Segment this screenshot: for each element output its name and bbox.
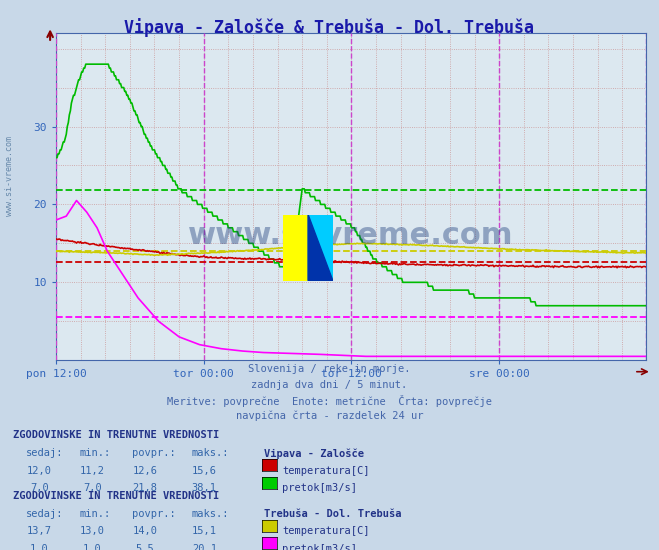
- Text: 14,0: 14,0: [132, 526, 158, 536]
- Text: Meritve: povprečne  Enote: metrične  Črta: povprečje: Meritve: povprečne Enote: metrične Črta:…: [167, 395, 492, 407]
- Text: Slovenija / reke in morje.: Slovenija / reke in morje.: [248, 364, 411, 374]
- Text: 5,5: 5,5: [136, 544, 154, 550]
- Text: pretok[m3/s]: pretok[m3/s]: [282, 483, 357, 493]
- Text: 13,7: 13,7: [27, 526, 52, 536]
- Text: navpična črta - razdelek 24 ur: navpična črta - razdelek 24 ur: [236, 410, 423, 421]
- Text: povpr.:: povpr.:: [132, 448, 175, 458]
- Text: 15,1: 15,1: [192, 526, 217, 536]
- Text: www.si-vreme.com: www.si-vreme.com: [5, 136, 14, 216]
- Text: Trebuša - Dol. Trebuša: Trebuša - Dol. Trebuša: [264, 509, 401, 519]
- Text: ZGODOVINSKE IN TRENUTNE VREDNOSTI: ZGODOVINSKE IN TRENUTNE VREDNOSTI: [13, 491, 219, 501]
- Text: ZGODOVINSKE IN TRENUTNE VREDNOSTI: ZGODOVINSKE IN TRENUTNE VREDNOSTI: [13, 430, 219, 440]
- Text: 1,0: 1,0: [30, 544, 49, 550]
- Text: temperatura[C]: temperatura[C]: [282, 526, 370, 536]
- Text: 12,0: 12,0: [27, 466, 52, 476]
- Text: 11,2: 11,2: [80, 466, 105, 476]
- Text: zadnja dva dni / 5 minut.: zadnja dva dni / 5 minut.: [251, 379, 408, 389]
- Text: sedaj:: sedaj:: [26, 448, 64, 458]
- Polygon shape: [308, 214, 333, 280]
- Polygon shape: [308, 214, 333, 280]
- Text: pretok[m3/s]: pretok[m3/s]: [282, 544, 357, 550]
- Text: temperatura[C]: temperatura[C]: [282, 466, 370, 476]
- Text: maks.:: maks.:: [191, 448, 229, 458]
- Text: 7,0: 7,0: [83, 483, 101, 493]
- Text: Vipava - Zalošče & Trebuša - Dol. Trebuša: Vipava - Zalošče & Trebuša - Dol. Trebuš…: [125, 18, 534, 37]
- Text: povpr.:: povpr.:: [132, 509, 175, 519]
- Text: min.:: min.:: [79, 509, 110, 519]
- Text: 7,0: 7,0: [30, 483, 49, 493]
- Text: min.:: min.:: [79, 448, 110, 458]
- Text: Vipava - Zalošče: Vipava - Zalošče: [264, 448, 364, 459]
- Text: 1,0: 1,0: [83, 544, 101, 550]
- Polygon shape: [283, 214, 308, 280]
- Text: 15,6: 15,6: [192, 466, 217, 476]
- Text: sedaj:: sedaj:: [26, 509, 64, 519]
- Text: maks.:: maks.:: [191, 509, 229, 519]
- Text: 38,1: 38,1: [192, 483, 217, 493]
- Text: www.si-vreme.com: www.si-vreme.com: [188, 222, 513, 250]
- Text: 20,1: 20,1: [192, 544, 217, 550]
- Text: 13,0: 13,0: [80, 526, 105, 536]
- Text: 12,6: 12,6: [132, 466, 158, 476]
- Text: 21,8: 21,8: [132, 483, 158, 493]
